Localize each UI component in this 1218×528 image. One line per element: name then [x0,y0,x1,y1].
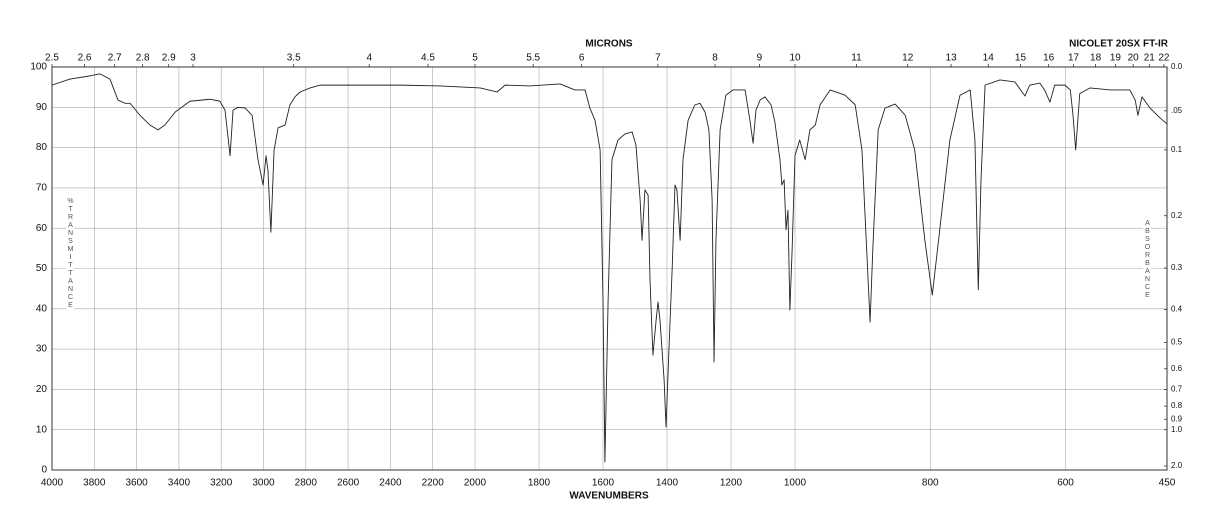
x-tick-label: 2600 [337,478,360,489]
x-tick-label: 2200 [422,478,445,489]
x-tick-label: 1200 [720,478,743,489]
y-axis-title: %TRANSMITTANCE [66,198,74,310]
x2-tick-label: 16 [1043,53,1055,64]
x2-tick-label: 14 [983,53,995,64]
x2-tick-label: 10 [789,53,801,64]
x2-tick-label: 8 [712,53,718,64]
y2-tick-label: .05 [1171,106,1183,115]
y2-axis-title: ABSORBANCE [1143,220,1151,300]
y2-tick-label: 1.0 [1171,425,1183,434]
top-axis-title: MICRONS [585,39,633,50]
y2-tick-label: 0.9 [1171,414,1183,423]
x-tick-label: 3600 [125,478,148,489]
x2-tick-label: 5 [472,53,478,64]
x2-tick-label: 4 [366,53,372,64]
x-tick-label: 450 [1159,478,1176,489]
y-tick-label: 60 [36,223,48,234]
x-tick-label: 800 [922,478,939,489]
y-tick-label: 30 [36,344,48,355]
x2-tick-label: 6 [579,53,585,64]
x2-tick-label: 13 [946,53,958,64]
x2-tick-label: 5.5 [526,53,540,64]
x2-tick-label: 3.5 [287,53,301,64]
y-tick-label: 40 [36,303,48,314]
x-tick-label: 600 [1057,478,1074,489]
y2-tick-label: 0.1 [1171,145,1183,154]
x2-tick-label: 19 [1110,53,1122,64]
x2-tick-label: 22 [1158,53,1170,64]
y-tick-label: 0 [41,465,47,476]
x2-tick-label: 21 [1144,53,1156,64]
x2-tick-label: 20 [1128,53,1140,64]
x-tick-label: 2400 [379,478,402,489]
x2-tick-label: 2.6 [78,53,92,64]
y2-tick-label: 0.5 [1171,338,1183,347]
instrument-label: NICOLET 20SX FT-IR [1069,39,1169,50]
x2-tick-label: 11 [851,53,862,64]
x2-tick-label: 4.5 [421,53,435,64]
spectrum-line [51,73,1168,463]
x2-tick-label: 18 [1090,53,1102,64]
y-tick-label: 80 [36,142,48,153]
plot-frame [51,66,1168,471]
x2-tick-label: 2.9 [162,53,176,64]
grid [51,66,1168,471]
y-tick-label: 20 [36,384,48,395]
x-tick-label: 3000 [252,478,275,489]
y-tick-label: 90 [36,102,48,113]
x-tick-label: 1800 [528,478,551,489]
y2-tick-label: 2.0 [1171,461,1183,470]
y2-tick-label: 0.3 [1171,263,1183,272]
y-tick-label: 50 [36,263,48,274]
y2-tick-label: 0.4 [1171,305,1183,314]
x2-tick-label: 17 [1068,53,1080,64]
x-tick-label: 3200 [210,478,233,489]
x2-tick-label: 3 [190,53,196,64]
x-tick-label: 1400 [656,478,679,489]
x-tick-label: 3800 [83,478,106,489]
x-tick-label: 2800 [295,478,318,489]
y2-tick-label: 0.2 [1171,211,1183,220]
y-tick-label: 70 [36,183,48,194]
x2-tick-label: 9 [757,53,763,64]
x-tick-label: 4000 [41,478,64,489]
x-tick-label: 1600 [592,478,615,489]
x-tick-label: 3400 [168,478,191,489]
x2-tick-label: 2.8 [136,53,150,64]
y2-tick-label: 0.0 [1171,62,1183,71]
x-tick-label: 1000 [784,478,807,489]
x-axis-title: WAVENUMBERS [569,491,649,502]
y2-tick-label: 0.8 [1171,401,1183,410]
y-tick-label: 100 [30,62,47,73]
y2-tick-label: 0.7 [1171,385,1183,394]
x2-tick-label: 7 [655,53,661,64]
x2-tick-label: 2.5 [45,53,59,64]
x2-tick-label: 12 [902,53,914,64]
x2-tick-label: 2.7 [108,53,122,64]
y-tick-label: 10 [36,424,48,435]
x2-tick-label: 15 [1015,53,1027,64]
y2-tick-label: 0.6 [1171,364,1183,373]
x-tick-label: 2000 [464,478,487,489]
